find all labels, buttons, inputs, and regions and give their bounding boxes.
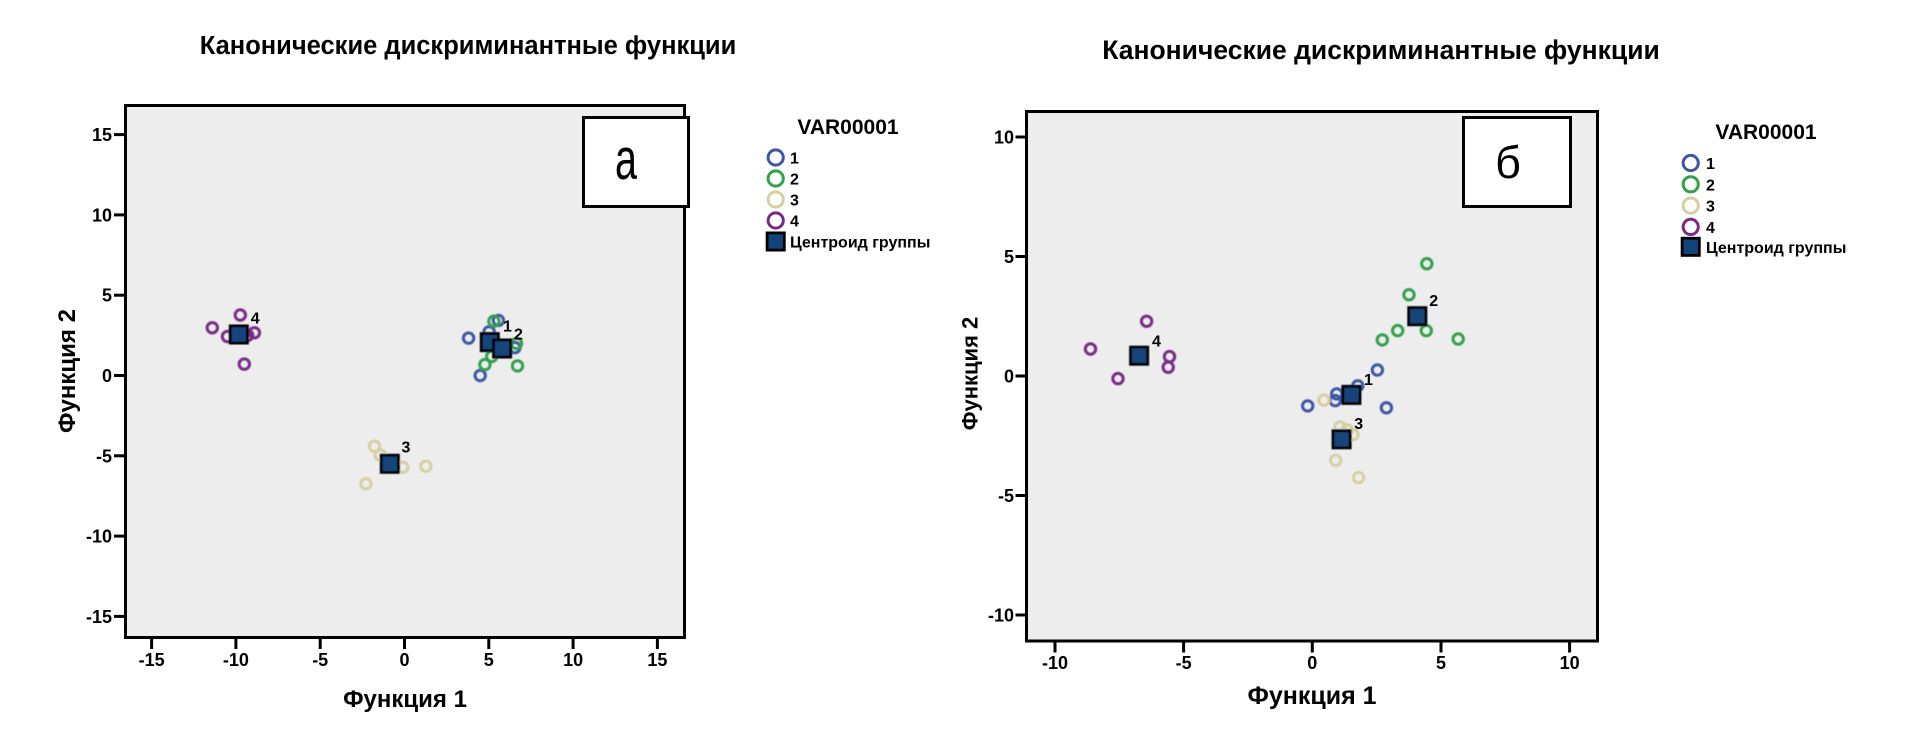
svg-text:5: 5 — [1004, 247, 1014, 267]
svg-text:0: 0 — [399, 650, 409, 670]
svg-text:Центроид группы: Центроид группы — [1706, 240, 1846, 257]
svg-text:1: 1 — [1364, 372, 1373, 389]
svg-text:0: 0 — [102, 366, 112, 386]
svg-text:Канонические дискриминантные ф: Канонические дискриминантные функции — [1102, 35, 1660, 65]
svg-text:-5: -5 — [1176, 653, 1192, 673]
svg-text:Функция 2: Функция 2 — [54, 309, 81, 433]
svg-text:2: 2 — [1429, 293, 1438, 310]
svg-text:-15: -15 — [86, 607, 112, 627]
svg-text:б: б — [1495, 137, 1521, 188]
svg-text:4: 4 — [1706, 220, 1715, 237]
svg-text:Функция 2: Функция 2 — [958, 317, 983, 431]
svg-text:10: 10 — [92, 205, 112, 225]
svg-text:1: 1 — [503, 319, 512, 336]
svg-text:2: 2 — [514, 326, 523, 343]
svg-text:а: а — [615, 127, 638, 192]
svg-text:4: 4 — [1152, 333, 1161, 350]
svg-text:Функция 1: Функция 1 — [343, 686, 467, 713]
svg-text:VAR00001: VAR00001 — [1715, 121, 1816, 144]
svg-text:-10: -10 — [223, 650, 249, 670]
svg-text:-5: -5 — [96, 446, 112, 466]
svg-text:1: 1 — [1706, 156, 1715, 173]
svg-text:3: 3 — [790, 193, 799, 210]
svg-text:3: 3 — [402, 440, 411, 457]
svg-text:10: 10 — [1560, 653, 1580, 673]
svg-text:-10: -10 — [988, 606, 1014, 626]
svg-text:-5: -5 — [312, 650, 328, 670]
svg-text:Функция 1: Функция 1 — [1247, 682, 1376, 710]
svg-text:2: 2 — [1706, 177, 1715, 194]
svg-text:10: 10 — [994, 128, 1014, 148]
svg-text:1: 1 — [790, 151, 799, 168]
svg-text:-10: -10 — [1042, 653, 1068, 673]
svg-text:3: 3 — [1354, 416, 1363, 433]
svg-text:-5: -5 — [998, 486, 1014, 506]
svg-text:5: 5 — [1436, 653, 1446, 673]
svg-text:2: 2 — [790, 172, 799, 189]
svg-text:Канонические дискриминантные ф: Канонические дискриминантные функции — [200, 32, 737, 60]
svg-text:-10: -10 — [86, 527, 112, 547]
svg-text:15: 15 — [92, 125, 112, 145]
svg-text:4: 4 — [790, 214, 799, 231]
svg-text:0: 0 — [1004, 367, 1014, 387]
svg-text:VAR00001: VAR00001 — [797, 116, 898, 139]
svg-text:5: 5 — [484, 650, 494, 670]
svg-text:Центроид группы: Центроид группы — [790, 235, 930, 252]
svg-text:-15: -15 — [139, 650, 165, 670]
svg-text:15: 15 — [647, 650, 667, 670]
svg-text:5: 5 — [102, 286, 112, 306]
svg-text:4: 4 — [251, 310, 260, 327]
svg-text:0: 0 — [1307, 653, 1317, 673]
svg-text:3: 3 — [1706, 199, 1715, 216]
svg-text:10: 10 — [563, 650, 583, 670]
